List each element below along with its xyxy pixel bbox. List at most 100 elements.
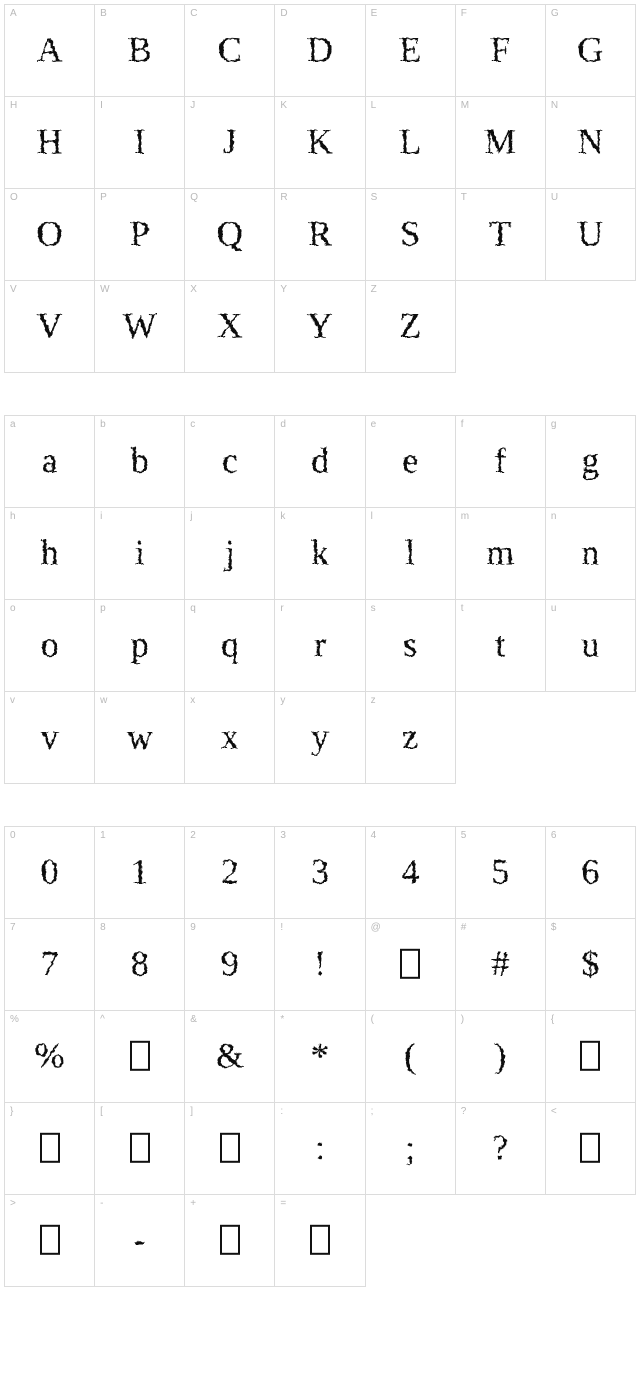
glyph-cell: EE — [366, 5, 456, 97]
glyph-cell: ?? — [456, 1103, 546, 1195]
glyph-cell: ll — [366, 508, 456, 600]
cell-key-label: G — [551, 8, 559, 19]
glyph-cell: GG — [546, 5, 636, 97]
glyph-cell: 33 — [275, 827, 365, 919]
missing-glyph-icon — [400, 948, 420, 978]
glyph-display: 5 — [491, 853, 509, 889]
cell-key-label: ] — [190, 1106, 193, 1117]
missing-glyph-icon — [40, 1132, 60, 1162]
cell-key-label: 1 — [100, 830, 106, 841]
glyph-display: 1 — [131, 853, 149, 889]
glyph-cell: } — [5, 1103, 95, 1195]
glyph-display: S — [400, 215, 420, 251]
glyph-grid: AABBCCDDEEFFGGHHIIJJKKLLMMNNOOPPQQRRSSTT… — [4, 4, 636, 373]
glyph-cell: TT — [456, 189, 546, 281]
glyph-cell: ^ — [95, 1011, 185, 1103]
glyph-display: I — [134, 123, 146, 159]
cell-key-label: o — [10, 603, 16, 614]
glyph-cell: < — [546, 1103, 636, 1195]
glyph-cell: ## — [456, 919, 546, 1011]
glyph-cell: > — [5, 1195, 95, 1287]
cell-key-label: # — [461, 922, 467, 933]
glyph-cell: @ — [366, 919, 456, 1011]
glyph-cell: WW — [95, 281, 185, 373]
glyph-display: Y — [307, 307, 333, 343]
cell-key-label: X — [190, 284, 197, 295]
glyph-display: F — [490, 31, 510, 67]
glyph-cell: !! — [275, 919, 365, 1011]
cell-key-label: s — [371, 603, 376, 614]
glyph-cell: 11 — [95, 827, 185, 919]
glyph-display: 6 — [581, 853, 599, 889]
glyph-cell: DD — [275, 5, 365, 97]
cell-key-label: K — [280, 100, 287, 111]
cell-key-label: L — [371, 100, 377, 111]
glyph-cell: ** — [275, 1011, 365, 1103]
cell-key-label: $ — [551, 922, 557, 933]
glyph-display: 8 — [131, 945, 149, 981]
glyph-cell: kk — [275, 508, 365, 600]
cell-key-label: C — [190, 8, 197, 19]
glyph-cell: 66 — [546, 827, 636, 919]
glyph-display: ; — [405, 1129, 415, 1165]
glyph-cell: dd — [275, 416, 365, 508]
glyph-cell: bb — [95, 416, 185, 508]
glyph-cell: NN — [546, 97, 636, 189]
glyph-display: c — [222, 442, 238, 478]
missing-glyph-icon — [220, 1132, 240, 1162]
glyph-display: 0 — [41, 853, 59, 889]
glyph-cell: SS — [366, 189, 456, 281]
glyph-cell: UU — [546, 189, 636, 281]
glyph-cell: yy — [275, 692, 365, 784]
glyph-cell: qq — [185, 600, 275, 692]
cell-key-label: } — [10, 1106, 13, 1117]
glyph-grid: aabbccddeeffgghhiijjkkllmmnnooppqqrrsstt… — [4, 415, 636, 784]
glyph-display: v — [41, 718, 59, 754]
glyph-display: C — [218, 31, 242, 67]
glyph-cell: CC — [185, 5, 275, 97]
cell-key-label: D — [280, 8, 287, 19]
missing-glyph-icon — [580, 1040, 600, 1070]
glyph-display: 7 — [41, 945, 59, 981]
glyph-cell: FF — [456, 5, 546, 97]
glyph-display: E — [399, 31, 421, 67]
glyph-cell: aa — [5, 416, 95, 508]
cell-key-label: v — [10, 695, 15, 706]
glyph-cell: 99 — [185, 919, 275, 1011]
cell-key-label: - — [100, 1198, 103, 1209]
cell-key-label: q — [190, 603, 196, 614]
glyph-display: % — [35, 1037, 65, 1073]
glyph-cell: 88 — [95, 919, 185, 1011]
glyph-display: 4 — [401, 853, 419, 889]
glyph-display: A — [37, 31, 63, 67]
glyph-display: r — [314, 626, 326, 662]
glyph-display: l — [405, 534, 415, 570]
glyph-cell: xx — [185, 692, 275, 784]
cell-key-label: H — [10, 100, 17, 111]
cell-key-label: 3 — [280, 830, 286, 841]
glyph-cell: rr — [275, 600, 365, 692]
empty-cell — [546, 1195, 636, 1287]
cell-key-label: U — [551, 192, 558, 203]
glyph-display: n — [581, 534, 599, 570]
glyph-cell: HH — [5, 97, 95, 189]
glyph-display: x — [221, 718, 239, 754]
glyph-display: 9 — [221, 945, 239, 981]
cell-key-label: j — [190, 511, 192, 522]
glyph-display: h — [41, 534, 59, 570]
cell-key-label: T — [461, 192, 467, 203]
cell-key-label: 6 — [551, 830, 557, 841]
glyph-cell: XX — [185, 281, 275, 373]
character-map: AABBCCDDEEFFGGHHIIJJKKLLMMNNOOPPQQRRSSTT… — [4, 4, 636, 1287]
glyph-cell: 00 — [5, 827, 95, 919]
cell-key-label: f — [461, 419, 464, 430]
glyph-display: Z — [399, 307, 421, 343]
glyph-display: 3 — [311, 853, 329, 889]
glyph-display: U — [577, 215, 603, 251]
glyph-display: g — [581, 442, 599, 478]
glyph-cell: ii — [95, 508, 185, 600]
glyph-cell: RR — [275, 189, 365, 281]
glyph-cell: YY — [275, 281, 365, 373]
glyph-display: - — [134, 1221, 146, 1257]
cell-key-label: x — [190, 695, 195, 706]
